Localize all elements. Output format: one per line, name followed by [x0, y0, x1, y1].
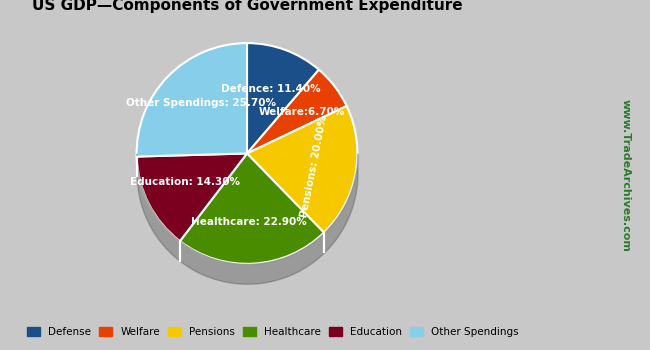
Title: US GDP—Components of Government Expenditure: US GDP—Components of Government Expendit…: [32, 0, 462, 13]
Text: Pensions: 20.00%: Pensions: 20.00%: [299, 115, 329, 219]
Text: Defence: 11.40%: Defence: 11.40%: [221, 84, 321, 94]
Text: www.TradeArchives.com: www.TradeArchives.com: [621, 99, 630, 251]
Wedge shape: [247, 106, 358, 233]
Wedge shape: [247, 43, 319, 153]
Wedge shape: [136, 43, 247, 156]
Wedge shape: [247, 70, 346, 153]
Wedge shape: [180, 153, 324, 264]
Text: Education: 14.30%: Education: 14.30%: [130, 177, 240, 187]
Text: Other Spendings: 25.70%: Other Spendings: 25.70%: [125, 98, 276, 108]
Legend: Defense, Welfare, Pensions, Healthcare, Education, Other Spendings: Defense, Welfare, Pensions, Healthcare, …: [23, 323, 523, 341]
Text: Healthcare: 22.90%: Healthcare: 22.90%: [191, 217, 307, 227]
Wedge shape: [136, 153, 247, 241]
Text: Welfare:6.70%: Welfare:6.70%: [259, 107, 345, 117]
